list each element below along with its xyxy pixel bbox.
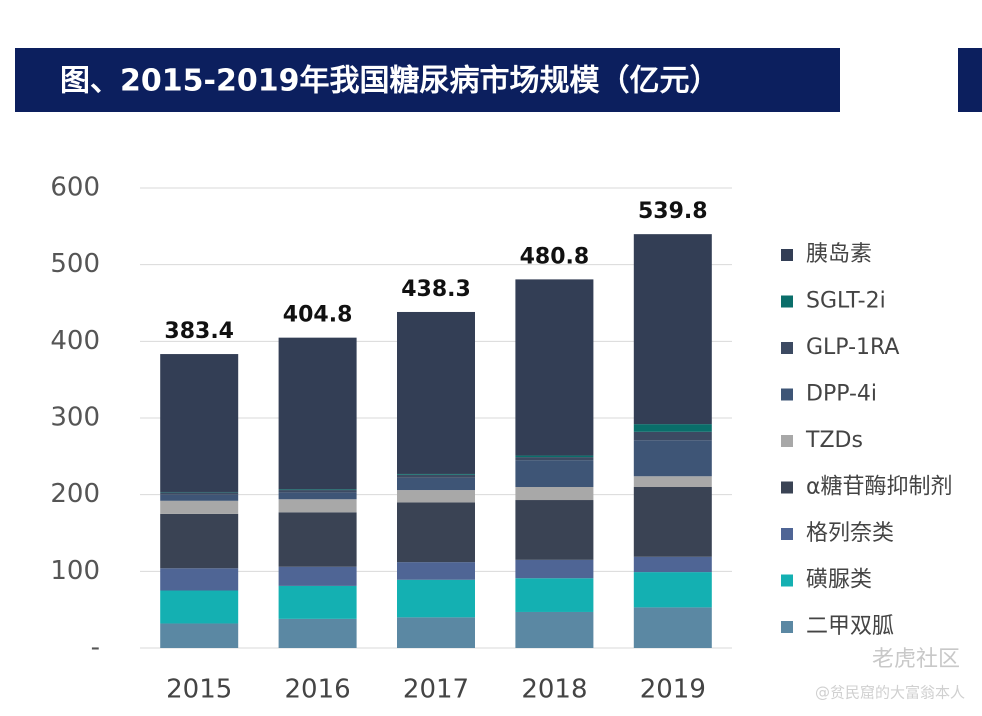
- bar-segment: [633, 572, 712, 608]
- legend-swatch: [781, 249, 793, 261]
- bar-segment: [160, 354, 239, 492]
- total-label: 480.8: [520, 244, 590, 269]
- bar-segment: [633, 440, 712, 477]
- legend-label: 磺脲类: [806, 568, 872, 593]
- x-tick-label: 2016: [285, 675, 351, 705]
- bar-segment: [515, 460, 594, 487]
- legend-label: GLP-1RA: [806, 335, 899, 360]
- bar-segment: [397, 579, 475, 618]
- bar-segment: [160, 513, 239, 569]
- legend-label: SGLT-2i: [806, 289, 886, 314]
- legend-label: 格列奈类: [806, 521, 894, 546]
- legend-swatch: [781, 621, 793, 633]
- x-tick-label: 2017: [403, 675, 469, 705]
- bar-segment: [278, 337, 357, 490]
- bar-segment: [397, 562, 475, 580]
- y-tick-label: 600: [50, 173, 100, 203]
- bar-segment: [278, 492, 357, 500]
- x-tick-label: 2015: [166, 675, 232, 705]
- chart-title: 图、2015-2019年我国糖尿病市场规模（亿元）: [60, 64, 719, 99]
- total-label: 539.8: [638, 199, 708, 224]
- bar-segment: [515, 279, 594, 456]
- y-tick-label: 200: [50, 479, 100, 509]
- bar-segment: [633, 487, 712, 557]
- y-tick-label: 300: [50, 403, 100, 433]
- bar-segment: [160, 623, 239, 648]
- bar-segment: [160, 494, 239, 501]
- bar-segment: [633, 556, 712, 573]
- legend-label: α糖苷酶抑制剂: [806, 475, 953, 500]
- bar-segment: [397, 490, 475, 503]
- bar-segment: [633, 476, 712, 487]
- title-banner-edge: [958, 48, 982, 112]
- bar-segment: [278, 618, 357, 648]
- bar-segment: [633, 431, 712, 441]
- y-tick-label: 500: [50, 249, 100, 279]
- legend-swatch: [781, 574, 793, 587]
- legend-label: TZDs: [805, 428, 863, 453]
- bar-segment: [278, 566, 357, 586]
- legend-swatch: [781, 388, 793, 401]
- bar-segment: [633, 424, 712, 432]
- bar-segment: [160, 590, 239, 624]
- bar-segment: [160, 500, 239, 514]
- watermark: @贫民窟的大富翁本人: [815, 684, 965, 702]
- total-label: 404.8: [283, 303, 353, 328]
- bar-segment: [515, 559, 594, 579]
- watermark: 老虎社区: [872, 647, 960, 672]
- bar-segment: [633, 234, 712, 425]
- bar-segment: [397, 474, 475, 478]
- legend-label: DPP-4i: [806, 382, 877, 407]
- legend-swatch: [781, 481, 793, 494]
- legend-swatch: [781, 295, 793, 308]
- bar-segment: [397, 502, 475, 563]
- y-tick-label: 100: [50, 556, 100, 586]
- x-tick-label: 2018: [521, 675, 587, 705]
- bar-segment: [278, 499, 357, 513]
- x-tick-label: 2019: [640, 675, 706, 705]
- bar-segment: [278, 489, 357, 491]
- bar-segment: [515, 457, 594, 461]
- bar-segment: [515, 455, 594, 458]
- y-tick-label: -: [91, 633, 100, 663]
- bar-segment: [160, 492, 239, 495]
- bar-segment: [397, 311, 475, 474]
- y-tick-label: 400: [50, 326, 100, 356]
- bar-segment: [515, 578, 594, 612]
- bar-segment: [160, 568, 239, 591]
- bar-segment: [397, 477, 475, 491]
- legend-swatch: [781, 528, 793, 540]
- total-label: 383.4: [164, 319, 234, 344]
- legend-swatch: [781, 435, 793, 447]
- legend-label: 二甲双胍: [806, 614, 894, 639]
- legend-label: 胰岛素: [806, 242, 872, 267]
- bar-segment: [278, 585, 357, 619]
- bar-segment: [278, 512, 357, 567]
- bar-segment: [278, 490, 357, 493]
- bar-segment: [397, 617, 475, 648]
- bar-segment: [515, 611, 594, 648]
- title-banner: [15, 48, 840, 112]
- bar-segment: [515, 487, 594, 501]
- bar-segment: [633, 607, 712, 648]
- total-label: 438.3: [401, 277, 471, 302]
- legend-swatch: [781, 342, 793, 354]
- bar-segment: [397, 473, 475, 475]
- bar-segment: [515, 500, 594, 560]
